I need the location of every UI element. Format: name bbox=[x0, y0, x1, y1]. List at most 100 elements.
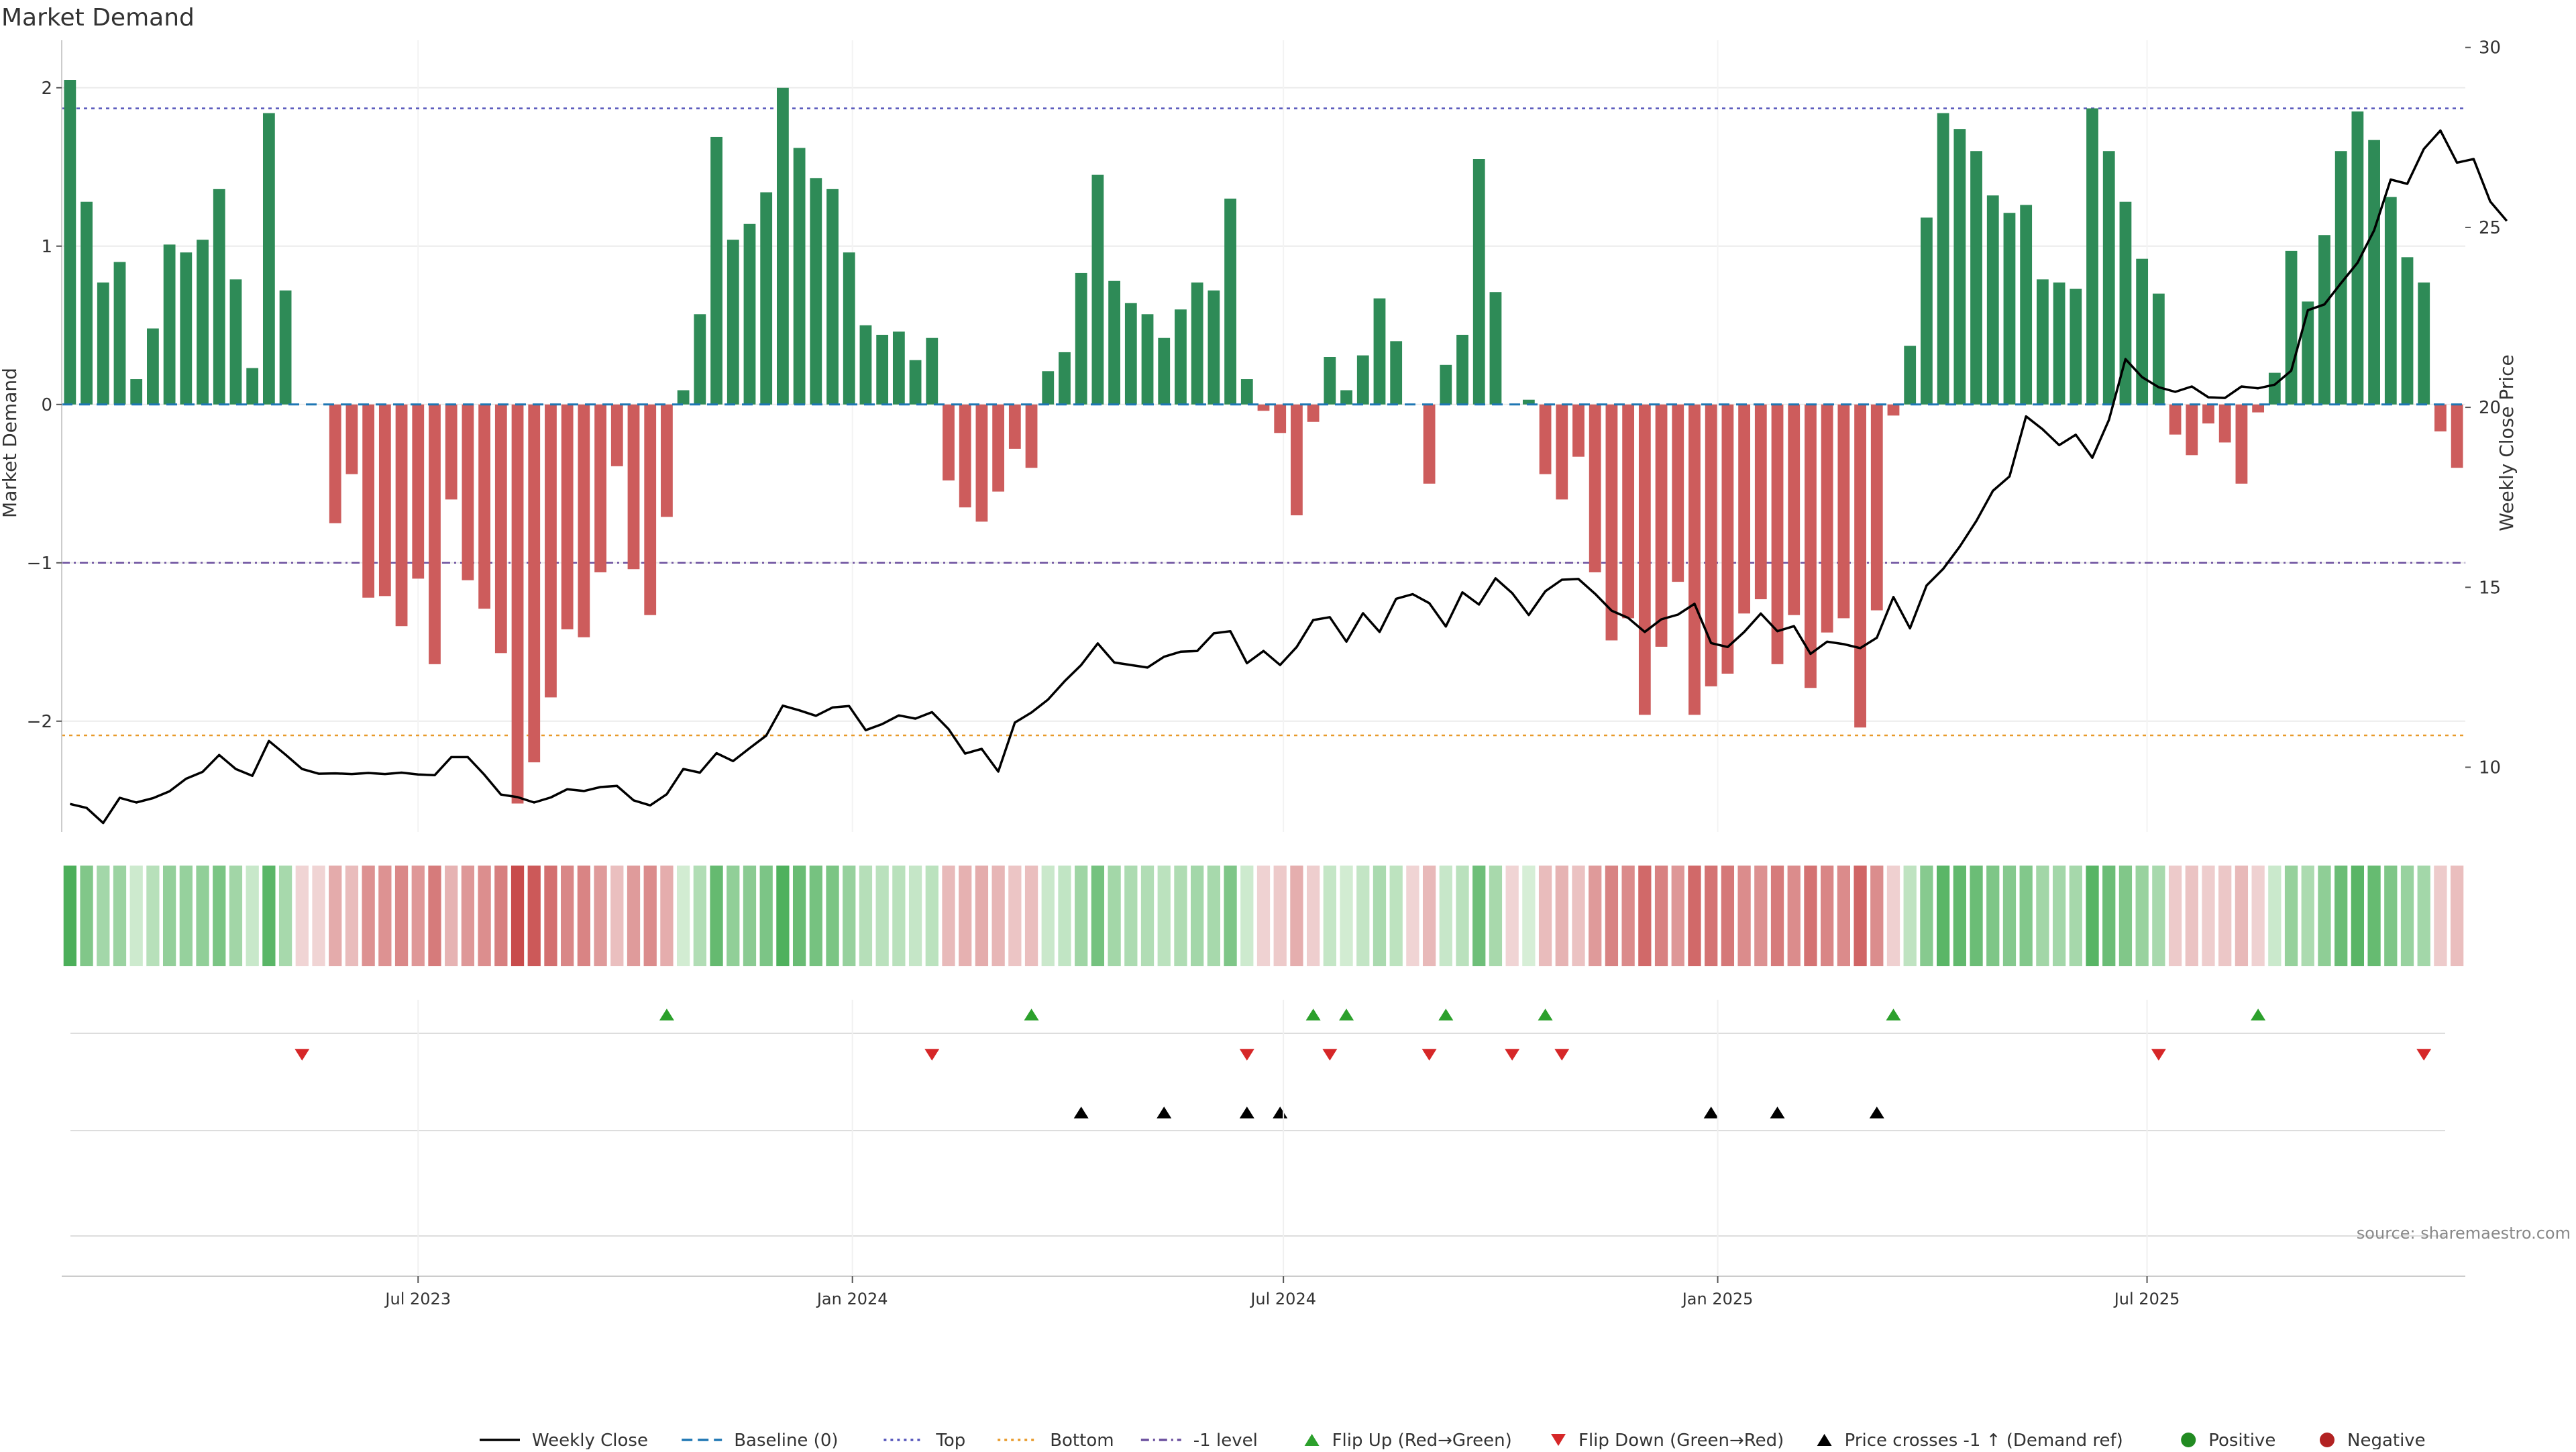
demand-bar bbox=[1672, 404, 1684, 582]
legend-label: Negative bbox=[2347, 1431, 2426, 1449]
legend-swatch bbox=[1551, 1434, 1566, 1446]
heat-cell bbox=[1240, 866, 1254, 966]
legend-item-bottom: Bottom bbox=[998, 1431, 1114, 1451]
heat-cell bbox=[1986, 866, 2000, 966]
heat-cell bbox=[1108, 866, 1121, 966]
heat-cell bbox=[892, 866, 906, 966]
demand-bar bbox=[892, 331, 905, 405]
heat-cell bbox=[991, 866, 1005, 966]
heat-cell bbox=[2334, 866, 2348, 966]
demand-bar bbox=[2070, 289, 2082, 405]
heat-cell bbox=[660, 866, 674, 966]
demand-bar bbox=[1307, 404, 1320, 422]
demand-bar bbox=[1191, 282, 1203, 405]
demand-bar bbox=[1921, 217, 1933, 405]
heat-cell bbox=[2152, 866, 2165, 966]
heat-cell bbox=[478, 866, 491, 966]
heat-cell bbox=[2284, 866, 2298, 966]
heat-cell bbox=[2168, 866, 2182, 966]
heat-cell bbox=[710, 866, 723, 966]
price-cross-marker bbox=[1703, 1106, 1719, 1119]
demand-bar bbox=[1953, 129, 1966, 405]
demand-bar bbox=[1472, 159, 1485, 405]
demand-bar bbox=[1887, 404, 1900, 416]
demand-bar bbox=[2451, 404, 2463, 468]
heat-cell bbox=[129, 866, 143, 966]
demand-bar bbox=[197, 240, 209, 405]
heat-cell bbox=[1854, 866, 1867, 966]
heat-cell bbox=[942, 866, 955, 966]
heat-cell bbox=[1688, 866, 1701, 966]
heat-cell bbox=[1837, 866, 1850, 966]
y2-tick-label: 20 bbox=[2479, 398, 2501, 418]
demand-bar bbox=[2086, 108, 2098, 405]
heat-cell bbox=[594, 866, 607, 966]
demand-bar bbox=[710, 136, 722, 405]
legend-item-minus_one: -1 level bbox=[1140, 1431, 1258, 1451]
demand-bar bbox=[2235, 404, 2248, 484]
heat-cell bbox=[2417, 866, 2430, 966]
demand-bar bbox=[1771, 404, 1784, 664]
demand-bar bbox=[1738, 404, 1750, 614]
price-cross-marker bbox=[1073, 1106, 1089, 1119]
heat-cell bbox=[445, 866, 458, 966]
heat-cell bbox=[1638, 866, 1652, 966]
legend-item-cross: Price crosses -1 ↑ (Demand ref) bbox=[1817, 1431, 2123, 1451]
heat-cell bbox=[1754, 866, 1768, 966]
legend-swatch bbox=[2181, 1433, 2196, 1447]
heat-cell bbox=[1621, 866, 1635, 966]
demand-bar bbox=[1986, 195, 1999, 405]
heat-cell bbox=[1306, 866, 1320, 966]
demand-bar bbox=[1572, 404, 1585, 457]
heat-cell bbox=[1671, 866, 1684, 966]
demand-bar bbox=[2003, 213, 2016, 405]
heat-cell bbox=[1041, 866, 1055, 966]
x-tick-label: Jan 2025 bbox=[1681, 1290, 1754, 1308]
source-note: source: sharemaestro.com bbox=[2357, 1224, 2571, 1243]
demand-bar bbox=[1158, 338, 1171, 405]
heat-cell bbox=[1886, 866, 1900, 966]
demand-bar bbox=[578, 404, 590, 637]
demand-bar bbox=[793, 148, 806, 405]
flip-up-marker bbox=[2251, 1008, 2266, 1021]
heat-cell bbox=[1555, 866, 1568, 966]
heat-cell bbox=[1091, 866, 1105, 966]
price-cross-marker bbox=[1770, 1106, 1785, 1119]
heat-cell bbox=[2268, 866, 2282, 966]
flip-up-marker bbox=[1438, 1008, 1454, 1021]
demand-bar bbox=[1390, 341, 1403, 405]
heat-cell bbox=[1953, 866, 1966, 966]
demand-bar bbox=[1008, 404, 1021, 449]
flip-down-marker bbox=[924, 1049, 940, 1061]
heat-cell bbox=[1140, 866, 1155, 966]
axes: −2 −1 0 1 2 10 15 20 25 30 bbox=[27, 38, 2501, 832]
flip-down-marker bbox=[1322, 1049, 1338, 1061]
flip-up-marker bbox=[1538, 1008, 1553, 1021]
heat-cell bbox=[80, 866, 93, 966]
flip-down-marker bbox=[294, 1049, 310, 1061]
demand-bar bbox=[661, 404, 673, 517]
heat-cell bbox=[1174, 866, 1187, 966]
flip-up-marker bbox=[659, 1008, 674, 1021]
demand-bar bbox=[1805, 404, 1817, 688]
y-axis-label: Market Demand bbox=[0, 368, 21, 518]
heat-cell bbox=[2367, 866, 2381, 966]
legend-label: Flip Down (Green→Red) bbox=[1578, 1431, 1784, 1449]
heat-cell bbox=[809, 866, 822, 966]
heat-cell bbox=[759, 866, 773, 966]
heat-cell bbox=[1821, 866, 1834, 966]
legend: Weekly Close Baseline (0) Top Bottom -1 leve… bbox=[480, 1431, 2426, 1451]
heat-cell bbox=[975, 866, 989, 966]
heat-cell bbox=[727, 866, 740, 966]
heat-cell bbox=[1456, 866, 1469, 966]
demand-bar bbox=[594, 404, 606, 572]
demand-bar bbox=[1324, 357, 1336, 405]
heat-cell bbox=[146, 866, 160, 966]
heat-cell bbox=[2185, 866, 2198, 966]
demand-bar bbox=[1373, 298, 1386, 405]
demand-bar bbox=[1141, 314, 1154, 405]
demand-bar bbox=[478, 404, 491, 609]
demand-bars bbox=[62, 80, 2465, 804]
demand-bar bbox=[1854, 404, 1866, 728]
flip-down-marker bbox=[1554, 1049, 1570, 1061]
